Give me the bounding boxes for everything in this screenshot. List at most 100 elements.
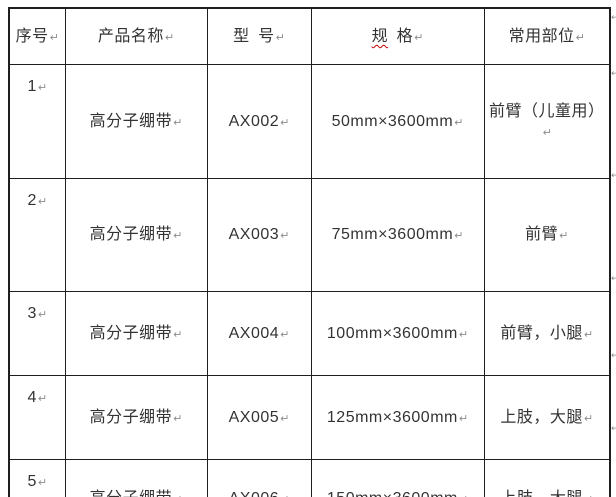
cell-serial: 5↵ <box>8 459 66 497</box>
cell-model: AX006↵ <box>206 459 312 497</box>
header-serial-label: 序号 <box>15 27 49 45</box>
header-serial: 序号↵ <box>8 7 66 65</box>
cell-product-name: 高分子绷带↵ <box>64 375 208 460</box>
serial-value: 3 <box>27 305 37 322</box>
common-parts-value: 前臂 <box>525 226 559 244</box>
paragraph-mark-icon: ↵ <box>454 229 464 243</box>
header-model-label: 型 号 <box>233 27 275 45</box>
serial-value: 2 <box>27 192 37 209</box>
header-spec-label: 格 <box>388 27 414 45</box>
cell-model: AX004↵ <box>206 291 312 376</box>
paragraph-mark-icon: ↵ <box>37 81 48 94</box>
spec-value: 75mm×3600mm <box>331 226 454 244</box>
paragraph-mark-icon: ↵ <box>49 30 59 44</box>
cell-product-name: 高分子绷带↵ <box>64 459 208 497</box>
cell-common-parts: 前臂↵ <box>483 178 611 292</box>
product-name-value: 高分子绷带 <box>89 112 173 130</box>
common-parts-value: 前臂（儿童用） <box>488 103 605 121</box>
cell-model: AX005↵ <box>206 375 312 460</box>
paragraph-mark-icon: ↵ <box>173 327 183 341</box>
model-value: AX006 <box>229 490 280 497</box>
row-end-mark-icon: ↵ <box>611 351 616 361</box>
paragraph-mark-icon: ↵ <box>583 411 594 425</box>
cell-serial: 3↵ <box>8 291 66 376</box>
product-name-value: 高分子绷带 <box>89 226 173 244</box>
paragraph-mark-icon: ↵ <box>173 493 182 497</box>
paragraph-mark-icon: ↵ <box>454 115 464 129</box>
paragraph-mark-icon: ↵ <box>458 411 469 425</box>
serial-value: 1 <box>27 78 37 95</box>
paragraph-mark-icon: ↵ <box>458 327 469 341</box>
model-value: AX004 <box>228 324 280 342</box>
paragraph-mark-icon: ↵ <box>37 476 48 489</box>
cell-product-name: 高分子绷带↵ <box>64 178 208 292</box>
header-common-parts-label: 常用部位 <box>508 27 575 45</box>
serial-value: 4 <box>27 389 37 406</box>
paragraph-mark-icon: ↵ <box>280 327 290 341</box>
model-value: AX002 <box>228 112 280 130</box>
paragraph-mark-icon: ↵ <box>542 125 552 139</box>
paragraph-mark-icon: ↵ <box>559 229 569 243</box>
model-value: AX005 <box>228 408 280 426</box>
common-parts-value: 上肢，大腿 <box>500 408 583 426</box>
paragraph-mark-icon: ↵ <box>173 115 183 129</box>
paragraph-mark-icon: ↵ <box>164 30 175 44</box>
paragraph-mark-icon: ↵ <box>173 411 183 425</box>
cell-spec: 75mm×3600mm↵ <box>310 178 485 292</box>
paragraph-mark-icon: ↵ <box>459 493 468 497</box>
paragraph-mark-icon: ↵ <box>280 411 290 425</box>
table-header-row: 序号↵ 产品名称↵ 型 号↵ 规 格↵ 常用部位↵ <box>8 7 611 65</box>
table-row: 5↵ 高分子绷带↵ AX006↵ 150mm×3600mm↵ 上肢，大腿↵ <box>8 459 611 497</box>
product-name-value: 高分子绷带 <box>90 490 173 497</box>
cell-common-parts: 上肢，大腿↵ <box>483 459 611 497</box>
paragraph-mark-icon: ↵ <box>280 493 289 497</box>
paragraph-mark-icon: ↵ <box>414 30 424 44</box>
header-spec-misspelled-char: 规 <box>371 27 389 45</box>
cell-serial: 1↵ <box>8 64 66 179</box>
cell-spec: 100mm×3600mm↵ <box>310 291 485 376</box>
header-spec: 规 格↵ <box>310 7 485 65</box>
row-end-mark-icon: ↵ <box>611 424 616 434</box>
cell-common-parts: 上肢，大腿↵ <box>483 375 611 460</box>
paragraph-mark-icon: ↵ <box>584 493 593 497</box>
cell-model: AX003↵ <box>206 178 312 292</box>
header-product-name: 产品名称↵ <box>64 7 208 65</box>
cell-serial: 4↵ <box>8 375 66 460</box>
cell-spec: 125mm×3600mm↵ <box>310 375 485 460</box>
paragraph-mark-icon: ↵ <box>173 229 183 243</box>
cell-product-name: 高分子绷带↵ <box>64 291 208 376</box>
row-end-mark-icon: ↵ <box>611 171 616 181</box>
row-end-mark-icon: ↵ <box>611 13 616 23</box>
header-common-parts: 常用部位↵ <box>483 7 611 65</box>
paragraph-mark-icon: ↵ <box>37 308 48 321</box>
paragraph-mark-icon: ↵ <box>280 115 290 129</box>
paragraph-mark-icon: ↵ <box>583 327 594 341</box>
cell-common-parts: 前臂（儿童用） ↵ <box>483 64 611 179</box>
product-name-value: 高分子绷带 <box>89 408 173 426</box>
table-row: 2↵ 高分子绷带↵ AX003↵ 75mm×3600mm↵ 前臂↵ <box>8 178 611 292</box>
product-spec-table: 序号↵ 产品名称↵ 型 号↵ 规 格↵ 常用部位↵ 1↵ 高分子绷带↵ AX00… <box>8 7 611 497</box>
spec-value: 125mm×3600mm <box>326 408 458 426</box>
serial-value: 5 <box>27 473 37 490</box>
cell-model: AX002↵ <box>206 64 312 179</box>
common-parts-value: 前臂，小腿 <box>500 324 583 342</box>
row-end-mark-icon: ↵ <box>611 274 616 284</box>
row-end-mark-icon: ↵ <box>611 69 616 79</box>
spec-value: 150mm×3600mm <box>327 490 458 497</box>
table-row: 4↵ 高分子绷带↵ AX005↵ 125mm×3600mm↵ 上肢，大腿↵ <box>8 375 611 460</box>
paragraph-mark-icon: ↵ <box>575 30 585 44</box>
spec-value: 50mm×3600mm <box>331 112 454 130</box>
paragraph-mark-icon: ↵ <box>37 392 48 405</box>
cell-serial: 2↵ <box>8 178 66 292</box>
header-product-name-label: 产品名称 <box>97 27 164 45</box>
cell-spec: 150mm×3600mm↵ <box>310 459 485 497</box>
table-row: 1↵ 高分子绷带↵ AX002↵ 50mm×3600mm↵ 前臂（儿童用）↵ <box>8 64 611 179</box>
cell-common-parts: 前臂，小腿↵ <box>483 291 611 376</box>
paragraph-mark-icon: ↵ <box>275 30 285 44</box>
spec-value: 100mm×3600mm <box>326 324 458 342</box>
product-name-value: 高分子绷带 <box>89 324 173 342</box>
table-row: 3↵ 高分子绷带↵ AX004↵ 100mm×3600mm↵ 前臂，小腿↵ <box>8 291 611 376</box>
cell-product-name: 高分子绷带↵ <box>64 64 208 179</box>
common-parts-value: 上肢，大腿 <box>500 490 583 497</box>
paragraph-mark-icon: ↵ <box>280 229 290 243</box>
